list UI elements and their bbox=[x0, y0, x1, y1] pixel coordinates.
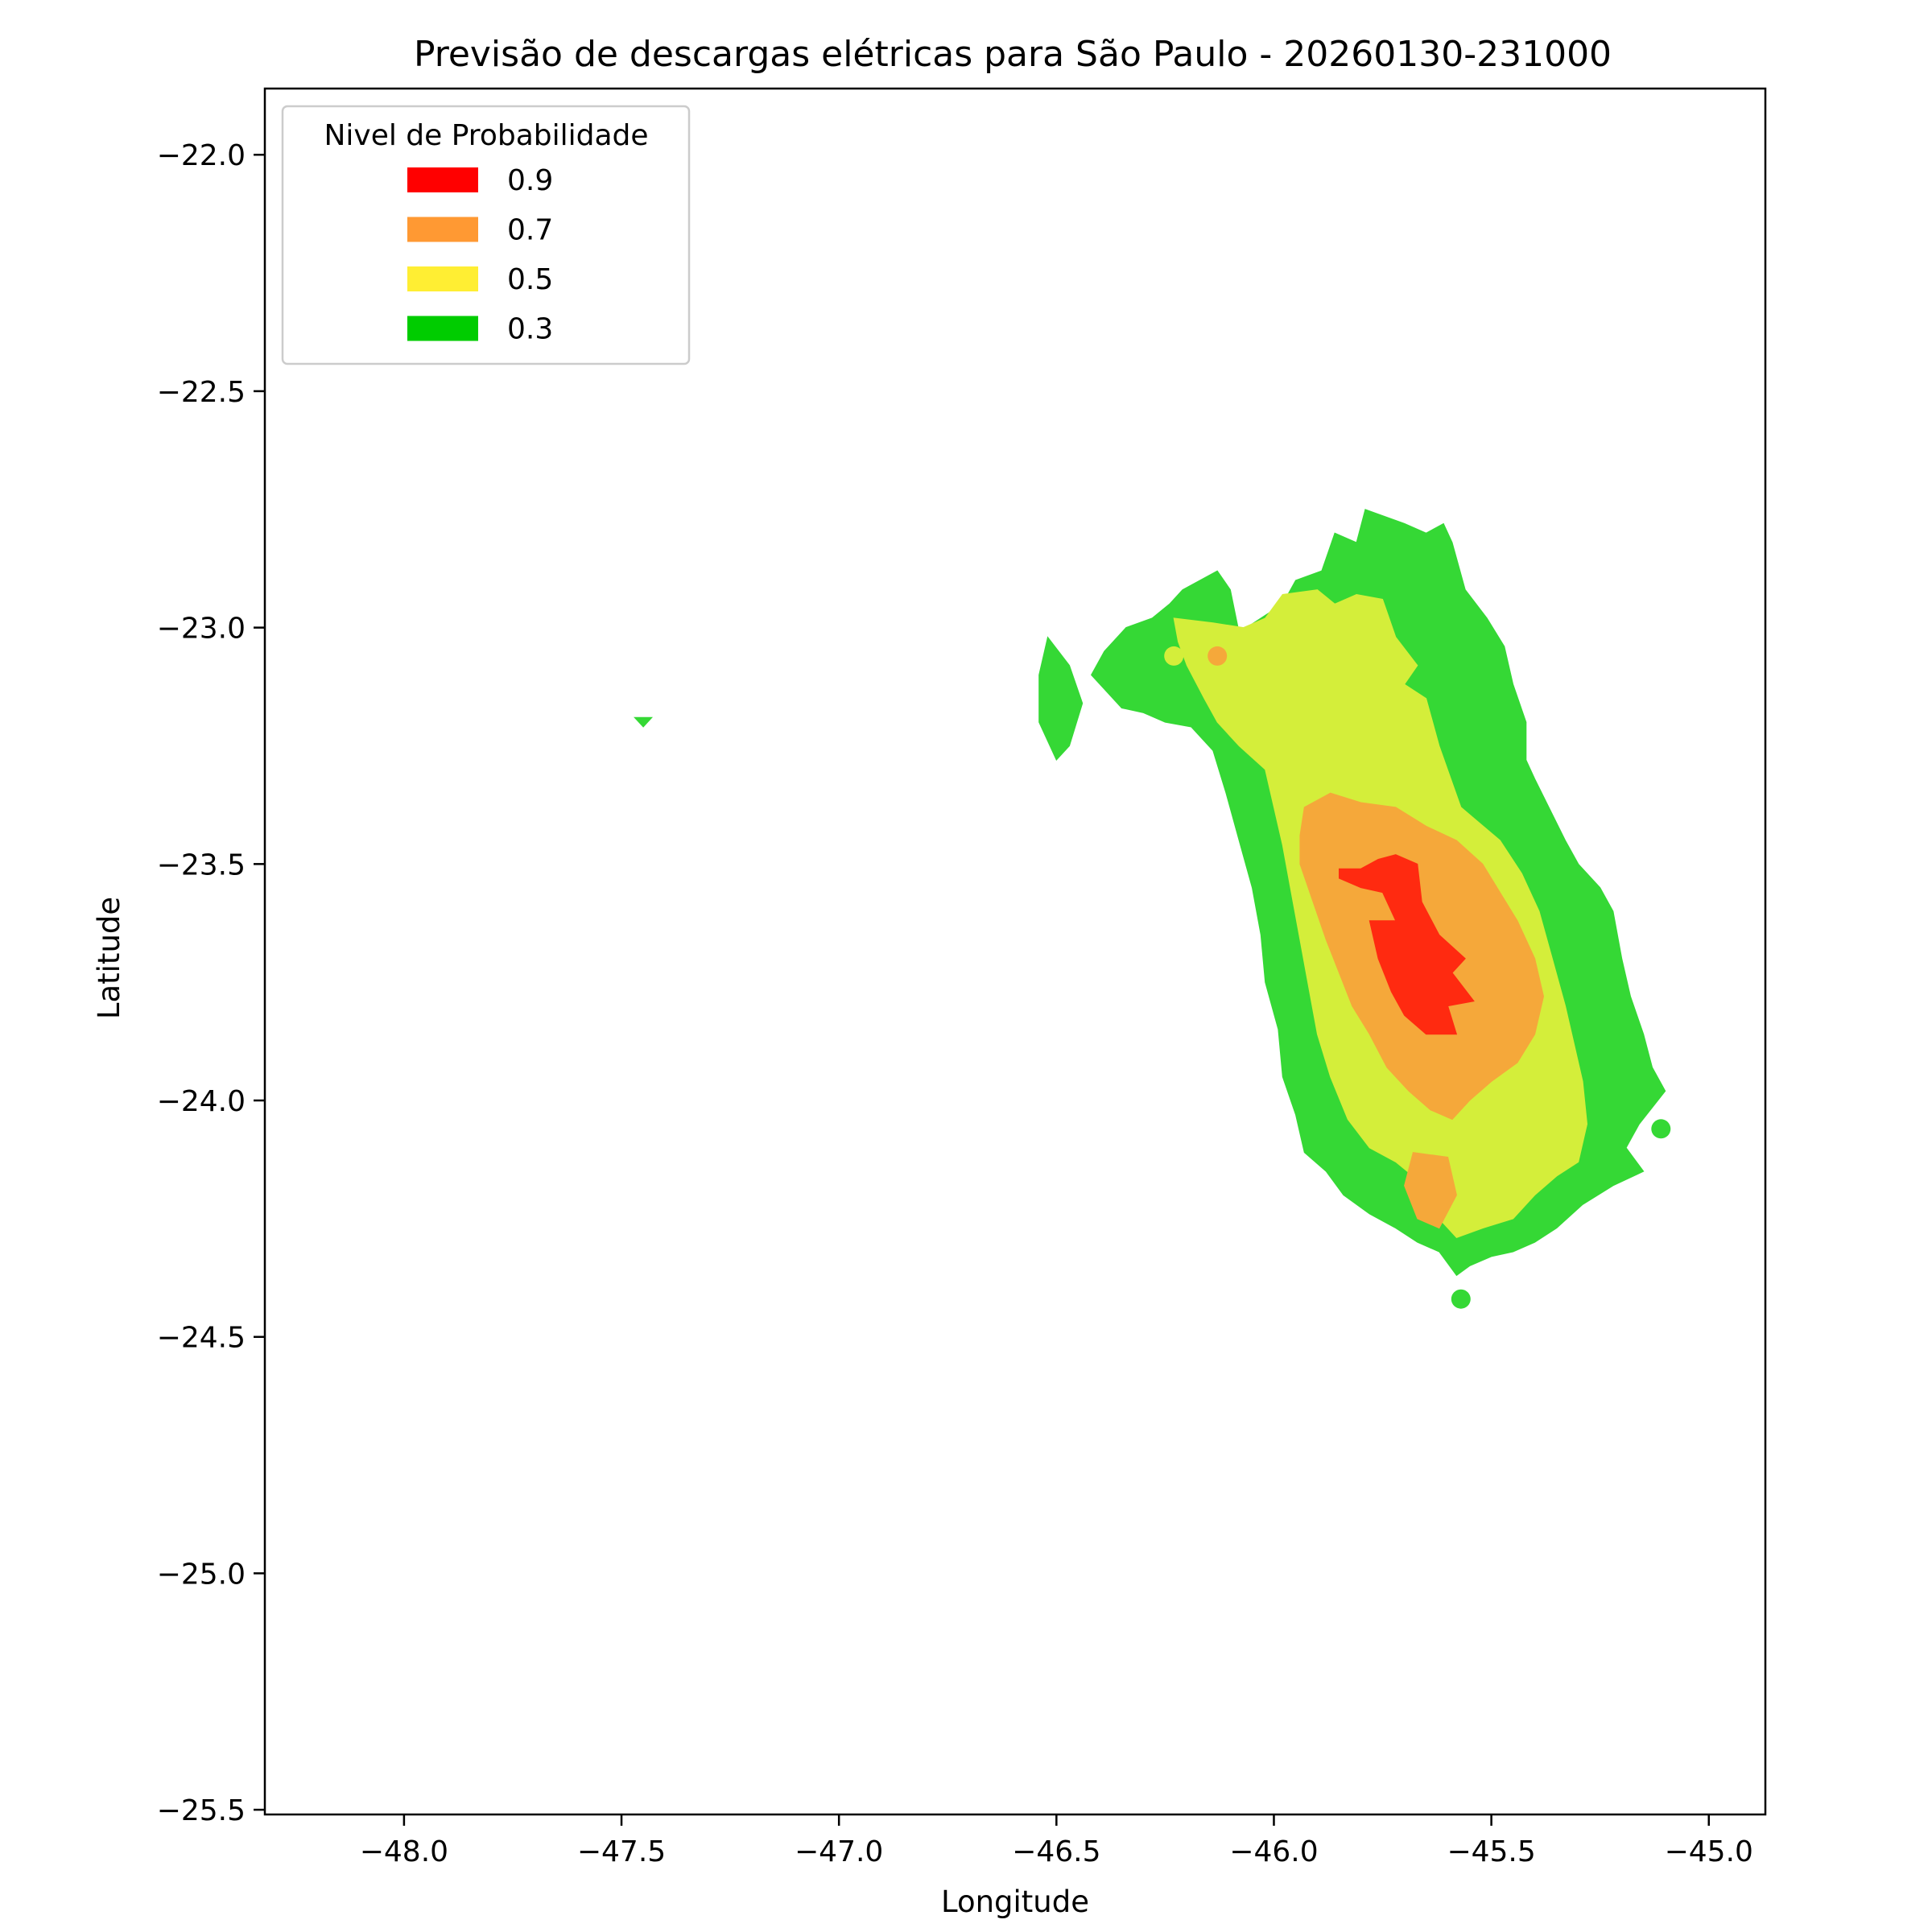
legend-swatch bbox=[407, 167, 478, 192]
y-axis-label: Latitude bbox=[92, 897, 126, 1019]
legend-frame bbox=[281, 105, 691, 365]
y-tick-label: −25.0 bbox=[157, 1558, 246, 1591]
x-tick-label: −46.0 bbox=[1229, 1835, 1318, 1868]
x-axis-label: Longitude bbox=[941, 1885, 1089, 1919]
region-level-09-0 bbox=[1339, 854, 1475, 1035]
region-level-03-1 bbox=[1038, 636, 1084, 761]
point-level-05-0 bbox=[1164, 646, 1184, 666]
legend-swatch bbox=[407, 217, 478, 242]
y-tick-label: −25.5 bbox=[157, 1794, 246, 1827]
point-level-07-0 bbox=[1208, 646, 1228, 666]
x-tick-label: −47.0 bbox=[795, 1835, 883, 1868]
y-axis: −22.0 −22.5 −23.0 −23.5 −24.0 −24.5 −25.0 −25.5 bbox=[157, 139, 265, 1827]
plot-area bbox=[634, 509, 1671, 1309]
y-tick-label: −24.0 bbox=[157, 1085, 246, 1118]
legend: Nivel de Probabilidade 0.9 0.7 0.5 0.3 bbox=[281, 105, 691, 365]
x-tick-label: −47.5 bbox=[577, 1835, 666, 1868]
y-tick-label: −22.5 bbox=[157, 376, 246, 409]
chart-title: Previsão de descargas elétricas para São… bbox=[414, 34, 1612, 75]
legend-label: 0.5 bbox=[507, 263, 553, 296]
x-axis: −48.0 −47.5 −47.0 −46.5 −46.0 −45.5 −45.0 bbox=[360, 1814, 1753, 1868]
legend-swatch bbox=[407, 266, 478, 291]
region-level-07-1 bbox=[1404, 1152, 1457, 1229]
axes-frame bbox=[263, 87, 1767, 1816]
x-tick-label: −46.5 bbox=[1012, 1835, 1100, 1868]
legend-label: 0.7 bbox=[507, 214, 553, 247]
point-level-03-0 bbox=[1651, 1119, 1671, 1139]
y-tick-label: −22.0 bbox=[157, 139, 246, 172]
x-tick-label: −45.0 bbox=[1665, 1835, 1753, 1868]
x-tick-label: −45.5 bbox=[1447, 1835, 1535, 1868]
legend-label: 0.9 bbox=[507, 164, 553, 197]
legend-label: 0.3 bbox=[507, 313, 553, 346]
y-tick-label: −23.0 bbox=[157, 613, 246, 646]
point-level-03-1 bbox=[1451, 1289, 1471, 1309]
legend-title: Nivel de Probabilidade bbox=[324, 119, 648, 152]
y-tick-label: −23.5 bbox=[157, 848, 246, 881]
legend-swatch bbox=[407, 316, 478, 341]
legend-entries: 0.9 0.7 0.5 0.3 bbox=[407, 164, 553, 346]
y-tick-label: −24.5 bbox=[157, 1322, 246, 1355]
region-level-03-2 bbox=[634, 716, 654, 728]
x-tick-label: −48.0 bbox=[360, 1835, 448, 1868]
